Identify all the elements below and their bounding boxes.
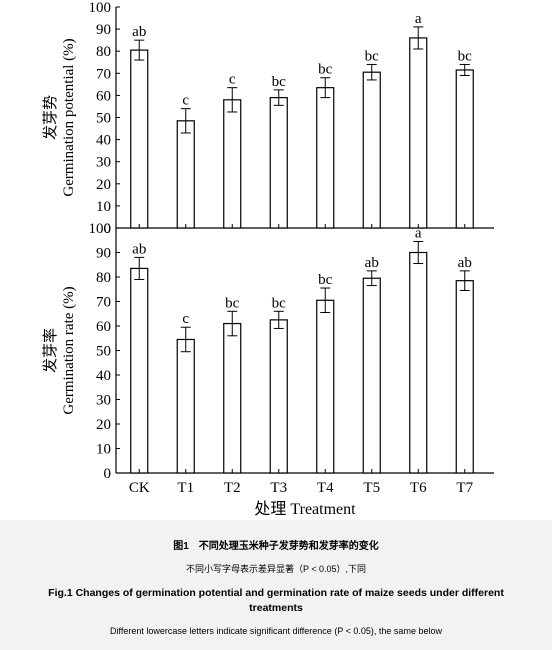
- panel-bottom-bar-T7: [455, 280, 474, 474]
- panel-bottom-ytick-label: 90: [96, 246, 111, 262]
- panel-bottom-xtick-label-T4: T4: [317, 480, 334, 496]
- panel-bottom-xtick-label-T6: T6: [410, 480, 427, 496]
- panel-bottom-bar-CK: [130, 267, 149, 474]
- panel-bottom-y-axis-title: 发芽率 Germination rate (%): [42, 286, 77, 414]
- panel-bottom-bar-T4: [316, 299, 335, 474]
- caption-en-note: Different lowercase letters indicate sig…: [110, 626, 442, 636]
- panel-bottom-y-axis-title-cn: 发芽率: [42, 328, 59, 373]
- panel-bottom-xtick-label-T2: T2: [224, 480, 241, 496]
- panel-bottom-x-axis-title: 处理 Treatment: [254, 500, 356, 518]
- panel-top-sig-label-T2: c: [229, 72, 236, 88]
- panel-bottom-bar-T5: [362, 277, 381, 474]
- panel-top-bar-T5: [362, 71, 381, 229]
- panel-top-ytick-label: 80: [96, 44, 111, 60]
- panel-bottom-sig-label-T2: bc: [225, 295, 240, 311]
- panel-bottom-ytick-label: 0: [104, 466, 112, 482]
- panel-top-ytick-label: 100: [89, 0, 112, 16]
- panel-bottom-xtick-label-T5: T5: [363, 480, 380, 496]
- panel-bottom-ytick-label: 40: [96, 368, 111, 384]
- panel-top-ytick-label: 0: [104, 221, 112, 237]
- panel-top-y-axis-title-en: Germination potential (%): [61, 38, 77, 196]
- panel-top-ytick-label: 50: [96, 111, 111, 127]
- panel-top-ytick-label: 30: [96, 155, 111, 171]
- panel-top-ytick-label: 70: [96, 66, 111, 82]
- panel-bottom-y-axis-title-en: Germination rate (%): [61, 286, 77, 414]
- panel-top-bar-CK: [130, 49, 149, 229]
- panel-bottom-bar-T2: [223, 322, 242, 474]
- panel-top-bar-T6: [409, 37, 428, 229]
- panel-bottom-sig-label-T3: bc: [272, 295, 287, 311]
- panel-top-sig-label-T7: bc: [458, 48, 473, 64]
- panel-top-sig-label-T6: a: [415, 11, 422, 27]
- panel-top-sig-label-T4: bc: [318, 62, 333, 78]
- panel-bottom-bar-T6: [409, 251, 428, 474]
- panel-bottom-ytick-label: 100: [89, 221, 112, 237]
- panel-bottom-sig-label-T7: ab: [458, 255, 472, 271]
- panel-top-bar-T1: [176, 120, 195, 229]
- panel-bottom-xtick-label-CK: CK: [129, 480, 150, 496]
- panel-bottom-ytick-label: 50: [96, 344, 111, 360]
- panel-top-ytick-label: 10: [96, 199, 111, 215]
- panel-top-sig-label-T1: c: [182, 93, 189, 109]
- caption-zh-note: 不同小写字母表示差异显著（P < 0.05）,下同: [185, 564, 367, 574]
- panel-bottom-sig-label-T4: bc: [318, 272, 333, 288]
- panel-bottom-sig-label-CK: ab: [132, 241, 146, 257]
- panel-bottom-sig-label-T5: ab: [365, 255, 379, 271]
- panel-bottom-xtick-label-T7: T7: [456, 480, 473, 496]
- panel-top-ytick-label: 90: [96, 22, 111, 38]
- panel-bottom-ytick-label: 70: [96, 295, 111, 311]
- panel-bottom-sig-label-T1: c: [182, 311, 189, 327]
- panel-top-y-axis-title-cn: 发芽势: [42, 95, 59, 140]
- panel-top-bar-T2: [223, 99, 242, 229]
- panel-top-sig-label-T3: bc: [272, 74, 287, 90]
- panel-top-ytick-label: 40: [96, 133, 111, 149]
- panel-top-bar-T4: [316, 87, 335, 229]
- panel-top-y-axis-title: 发芽势 Germination potential (%): [42, 38, 77, 196]
- panel-top-ytick-label: 20: [96, 177, 111, 193]
- panel-bottom-ytick-label: 60: [96, 319, 111, 335]
- panel-top-ytick-label: 60: [96, 88, 111, 104]
- panel-bottom-bar-T3: [269, 319, 288, 474]
- panel-bottom-ytick-label: 10: [96, 442, 111, 458]
- caption-en-title: Fig.1 Changes of germination potential a…: [48, 587, 504, 614]
- figure: 0 10 20 30 40 50 60 70 80 90 100 ab c c bc bc bc a bc 发芽势 Ge…: [42, 0, 494, 518]
- panel-bottom-sig-label-T6: a: [415, 225, 422, 241]
- panel-bottom-ytick-label: 20: [96, 417, 111, 433]
- panel-bottom-xtick-label-T1: T1: [177, 480, 194, 496]
- panel-bottom-ytick-label: 30: [96, 393, 111, 409]
- panel-top-bar-T7: [455, 69, 474, 229]
- panel-bottom-bar-T1: [176, 338, 195, 474]
- panel-top-sig-label-T5: bc: [365, 48, 380, 64]
- figure-caption: 图1 不同处理玉米种子发芽势和发芽率的变化 不同小写字母表示差异显著（P < 0…: [0, 520, 552, 650]
- caption-zh-title: 图1 不同处理玉米种子发芽势和发芽率的变化: [173, 541, 379, 552]
- panel-bottom-ytick-label: 80: [96, 270, 111, 286]
- panel-bottom-xtick-label-T3: T3: [270, 480, 287, 496]
- panel-top-sig-label-CK: ab: [132, 24, 146, 40]
- panel-top-bar-T3: [269, 97, 288, 229]
